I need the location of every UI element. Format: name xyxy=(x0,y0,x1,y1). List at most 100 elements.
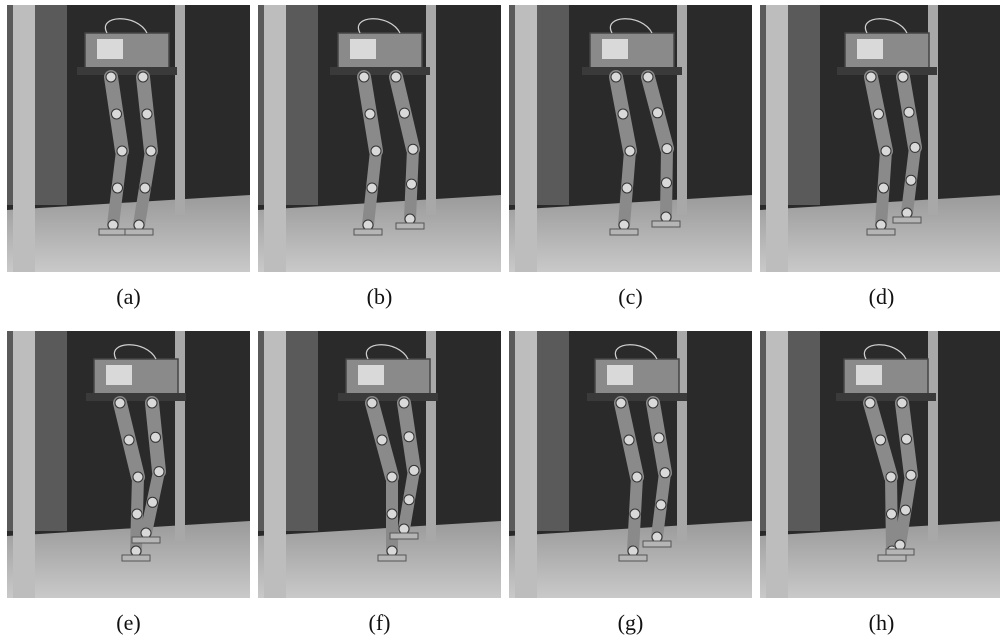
pillar xyxy=(13,5,35,272)
right-leg-joint xyxy=(909,141,921,153)
robot xyxy=(837,18,937,236)
robot-hip-plate xyxy=(77,67,177,75)
right-leg-joint xyxy=(661,177,672,189)
robot-cables xyxy=(357,18,401,34)
left-leg-foot xyxy=(866,228,896,236)
robot-photo-svg xyxy=(509,331,752,598)
robot-hip-plate xyxy=(582,67,682,75)
panel-caption: (h) xyxy=(868,610,895,635)
left-leg-joint xyxy=(364,108,376,120)
right-leg-joint xyxy=(150,431,161,443)
right-leg-joint xyxy=(897,71,909,83)
robot-photo-svg xyxy=(258,5,501,272)
robot-hip-plate xyxy=(330,67,430,75)
right-leg-joint xyxy=(642,71,654,83)
left-leg-joint xyxy=(131,508,143,520)
panel-e: (e) xyxy=(7,331,250,635)
robot-cables xyxy=(104,18,148,34)
right-leg-joint xyxy=(390,71,402,83)
robot-hip-plate xyxy=(836,393,936,401)
robot-cables xyxy=(113,344,157,360)
robot-photo xyxy=(509,331,752,598)
robot-cables xyxy=(609,18,653,34)
right-leg-joint xyxy=(905,469,917,481)
right-leg-foot xyxy=(885,548,915,556)
robot-photo xyxy=(760,331,1000,598)
pillar xyxy=(264,5,286,272)
robot-cables xyxy=(614,344,658,360)
left-leg-joint xyxy=(624,145,636,157)
right-leg-foot xyxy=(651,220,681,228)
pillar xyxy=(426,331,436,541)
robot-photo xyxy=(509,5,752,272)
robot-box xyxy=(350,39,376,59)
pillar xyxy=(175,5,185,215)
panel-caption: (b) xyxy=(366,284,393,309)
robot-box xyxy=(856,365,882,385)
right-leg-joint xyxy=(406,178,417,190)
left-leg-joint xyxy=(386,471,398,483)
right-leg-joint xyxy=(903,106,915,118)
robot-photo-svg xyxy=(7,5,250,272)
left-leg-joint xyxy=(886,508,897,520)
left-leg-joint xyxy=(370,145,382,157)
panel-g: (g) xyxy=(509,331,752,635)
left-leg-joint xyxy=(112,182,123,194)
robot-photo-svg xyxy=(7,331,250,598)
panel-b: (b) xyxy=(258,5,501,309)
left-leg-joint xyxy=(376,434,388,446)
left-leg-joint xyxy=(116,145,128,157)
right-leg-joint xyxy=(407,143,419,155)
right-leg-joint xyxy=(146,397,158,409)
panel-caption: (f) xyxy=(368,610,391,635)
left-leg-joint xyxy=(617,108,629,120)
right-leg-joint xyxy=(647,397,659,409)
robot xyxy=(587,344,687,562)
left-leg-joint xyxy=(366,397,378,409)
robot-cables xyxy=(365,344,409,360)
robot-box xyxy=(857,39,883,59)
left-leg-foot xyxy=(377,554,407,562)
right-leg-joint xyxy=(896,397,908,409)
left-leg-joint xyxy=(880,145,892,157)
right-leg-joint xyxy=(137,71,149,83)
robot-photo xyxy=(760,5,1000,272)
panel-caption: (e) xyxy=(116,610,141,635)
panel-caption: (c) xyxy=(618,284,643,309)
robot xyxy=(86,344,186,562)
right-leg-joint xyxy=(655,499,667,511)
right-leg-joint xyxy=(661,143,673,155)
right-leg-foot xyxy=(642,540,672,548)
left-leg-joint xyxy=(386,508,398,520)
pillar xyxy=(13,331,35,598)
right-leg-foot xyxy=(389,532,419,540)
panel-c: (c) xyxy=(509,5,752,309)
left-leg-foot xyxy=(98,228,128,236)
robot xyxy=(582,18,682,236)
pillar xyxy=(426,5,436,215)
left-leg-joint xyxy=(114,397,126,409)
pillar xyxy=(677,5,687,215)
left-leg-foot xyxy=(877,554,907,562)
left-leg-joint xyxy=(615,397,627,409)
left-leg-joint xyxy=(865,71,877,83)
left-leg-foot xyxy=(618,554,648,562)
left-leg-joint xyxy=(878,182,889,194)
left-leg-foot xyxy=(609,228,639,236)
left-leg-foot xyxy=(121,554,151,562)
right-leg-joint xyxy=(398,397,410,409)
robot-hip-plate xyxy=(587,393,687,401)
pillar xyxy=(928,5,938,215)
robot-cables xyxy=(864,18,908,34)
pillar xyxy=(766,331,788,598)
left-leg-foot xyxy=(353,228,383,236)
robot-photo xyxy=(7,331,250,598)
robot xyxy=(836,344,936,562)
right-leg-joint xyxy=(147,496,158,508)
right-leg-joint xyxy=(403,494,415,506)
right-leg-joint xyxy=(399,107,410,119)
robot-box xyxy=(607,365,633,385)
right-leg-joint xyxy=(141,108,153,120)
left-leg-joint xyxy=(629,508,641,520)
right-leg-joint xyxy=(403,431,415,443)
